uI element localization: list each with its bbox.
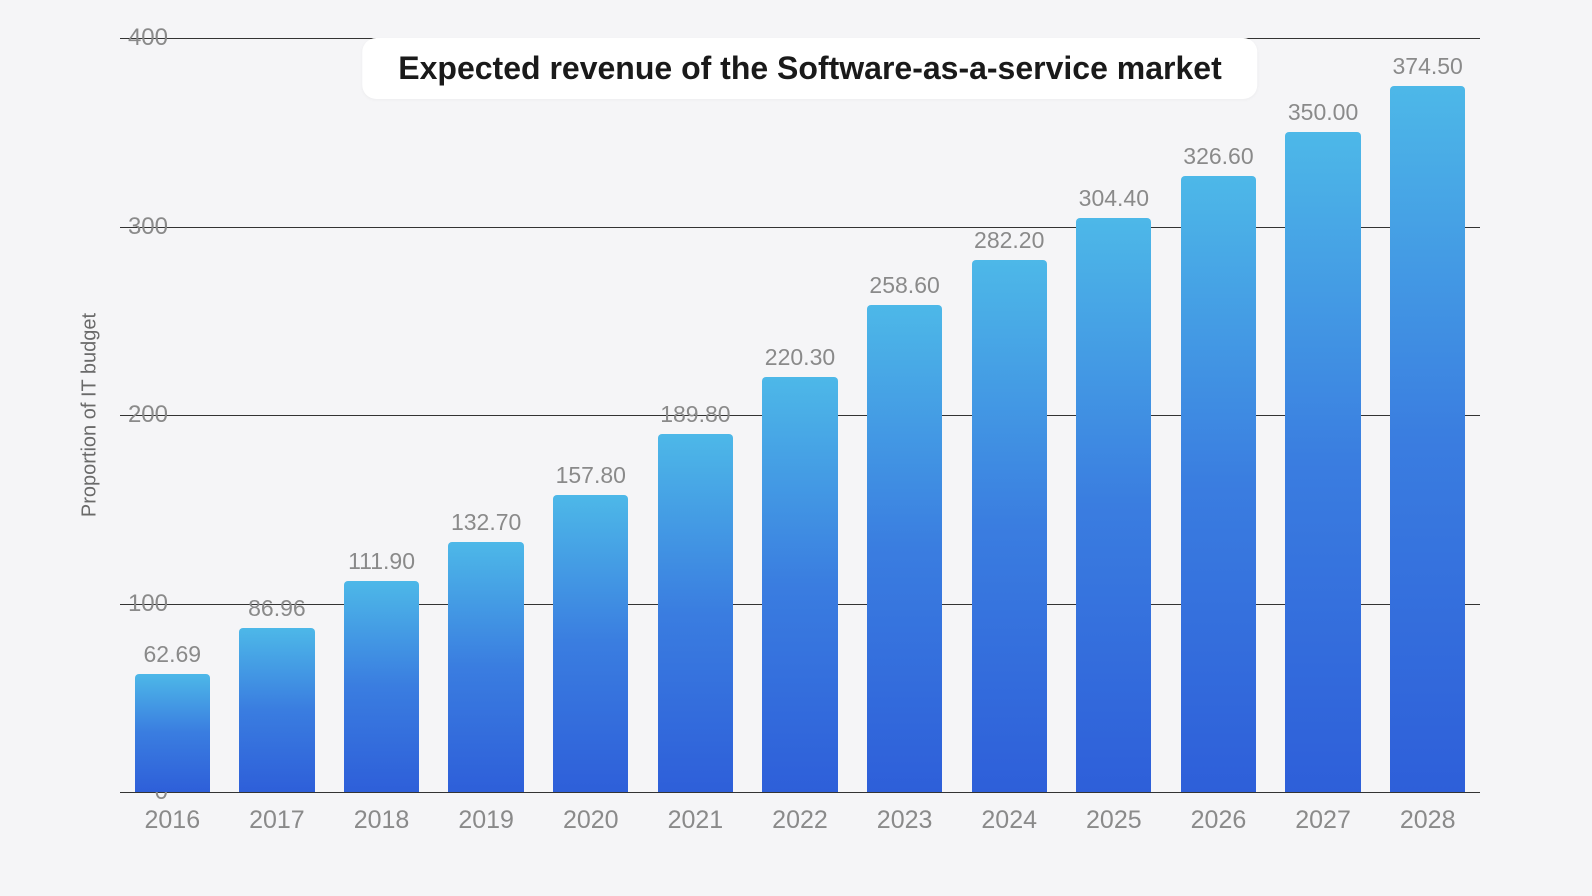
bar [135, 674, 210, 792]
bar-value-label: 111.90 [348, 548, 415, 575]
bar-value-label: 350.00 [1288, 99, 1358, 126]
plot-area: Proportion of IT budget 0100200300400 62… [120, 38, 1480, 792]
chart-title: Expected revenue of the Software-as-a-se… [362, 38, 1257, 99]
x-tick-label: 2016 [144, 806, 200, 835]
bar-group: 326.602026 [1181, 38, 1256, 792]
bar-group: 304.402025 [1076, 38, 1151, 792]
bar-value-label: 220.30 [765, 344, 835, 371]
bar [658, 434, 733, 792]
bar-value-label: 282.20 [974, 227, 1044, 254]
bar-group: 374.502028 [1390, 38, 1465, 792]
x-tick-label: 2025 [1086, 806, 1142, 835]
bar [1390, 86, 1465, 792]
bar [448, 542, 523, 792]
x-tick-label: 2027 [1295, 806, 1351, 835]
x-tick-label: 2022 [772, 806, 828, 835]
bar-value-label: 86.96 [248, 595, 306, 622]
bar-value-label: 326.60 [1183, 143, 1253, 170]
bar-group: 220.302022 [762, 38, 837, 792]
bar [762, 377, 837, 792]
x-tick-label: 2023 [877, 806, 933, 835]
x-tick-label: 2024 [981, 806, 1037, 835]
bar [344, 581, 419, 792]
bar-group: 132.702019 [448, 38, 523, 792]
x-tick-label: 2020 [563, 806, 619, 835]
bar-value-label: 157.80 [556, 462, 626, 489]
bar-group: 350.002027 [1285, 38, 1360, 792]
x-tick-label: 2019 [458, 806, 514, 835]
x-tick-label: 2021 [668, 806, 724, 835]
bar-group: 282.202024 [972, 38, 1047, 792]
bar-group: 62.692016 [135, 38, 210, 792]
bar [867, 305, 942, 792]
gridline [120, 792, 1480, 793]
x-tick-label: 2026 [1191, 806, 1247, 835]
bar-group: 258.602023 [867, 38, 942, 792]
bar [553, 495, 628, 792]
bar-value-label: 304.40 [1079, 185, 1149, 212]
bar [1285, 132, 1360, 792]
x-tick-label: 2028 [1400, 806, 1456, 835]
bar-group: 189.802021 [658, 38, 733, 792]
bar-value-label: 189.80 [660, 401, 730, 428]
bar-value-label: 374.50 [1392, 53, 1462, 80]
x-tick-label: 2017 [249, 806, 305, 835]
x-tick-label: 2018 [354, 806, 410, 835]
bar-group: 157.802020 [553, 38, 628, 792]
bar-group: 86.962017 [239, 38, 314, 792]
bar-value-label: 132.70 [451, 509, 521, 536]
bar-value-label: 62.69 [144, 641, 202, 668]
bar [239, 628, 314, 792]
bar [1181, 176, 1256, 792]
bar [1076, 218, 1151, 792]
y-axis-title: Proportion of IT budget [79, 313, 102, 517]
revenue-chart: Expected revenue of the Software-as-a-se… [60, 20, 1560, 876]
bar [972, 260, 1047, 792]
bar-value-label: 258.60 [869, 272, 939, 299]
bar-group: 111.902018 [344, 38, 419, 792]
